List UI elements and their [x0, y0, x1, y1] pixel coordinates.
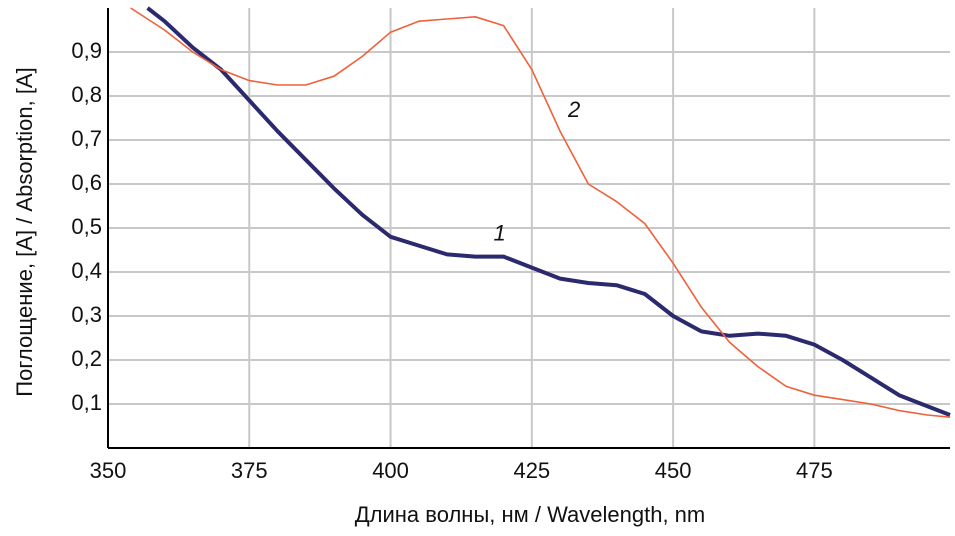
y-tick-label: 0,6 [71, 170, 102, 195]
series-line [130, 7, 951, 418]
x-tick-label: 450 [655, 458, 692, 483]
series-label: 1 [493, 220, 505, 245]
x-tick-label: 400 [372, 458, 409, 483]
series-label: 2 [567, 97, 580, 122]
y-axis-label: Поглощение, [A] / Absorption, [A] [12, 67, 37, 396]
x-tick-label: 425 [513, 458, 550, 483]
y-tick-label: 0,1 [71, 390, 102, 415]
y-tick-label: 0,2 [71, 346, 102, 371]
y-tick-label: 0,5 [71, 214, 102, 239]
y-tick-label: 0,8 [71, 82, 102, 107]
x-tick-label: 375 [231, 458, 268, 483]
y-tick-label: 0,7 [71, 126, 102, 151]
x-tick-label: 350 [90, 458, 127, 483]
y-tick-label: 0,4 [71, 258, 102, 283]
y-tick-label: 0,9 [71, 38, 102, 63]
x-tick-label: 475 [796, 458, 833, 483]
series-line [146, 6, 951, 417]
y-tick-label: 0,3 [71, 302, 102, 327]
x-axis-label: Длина волны, нм / Wavelength, nm [355, 502, 706, 527]
